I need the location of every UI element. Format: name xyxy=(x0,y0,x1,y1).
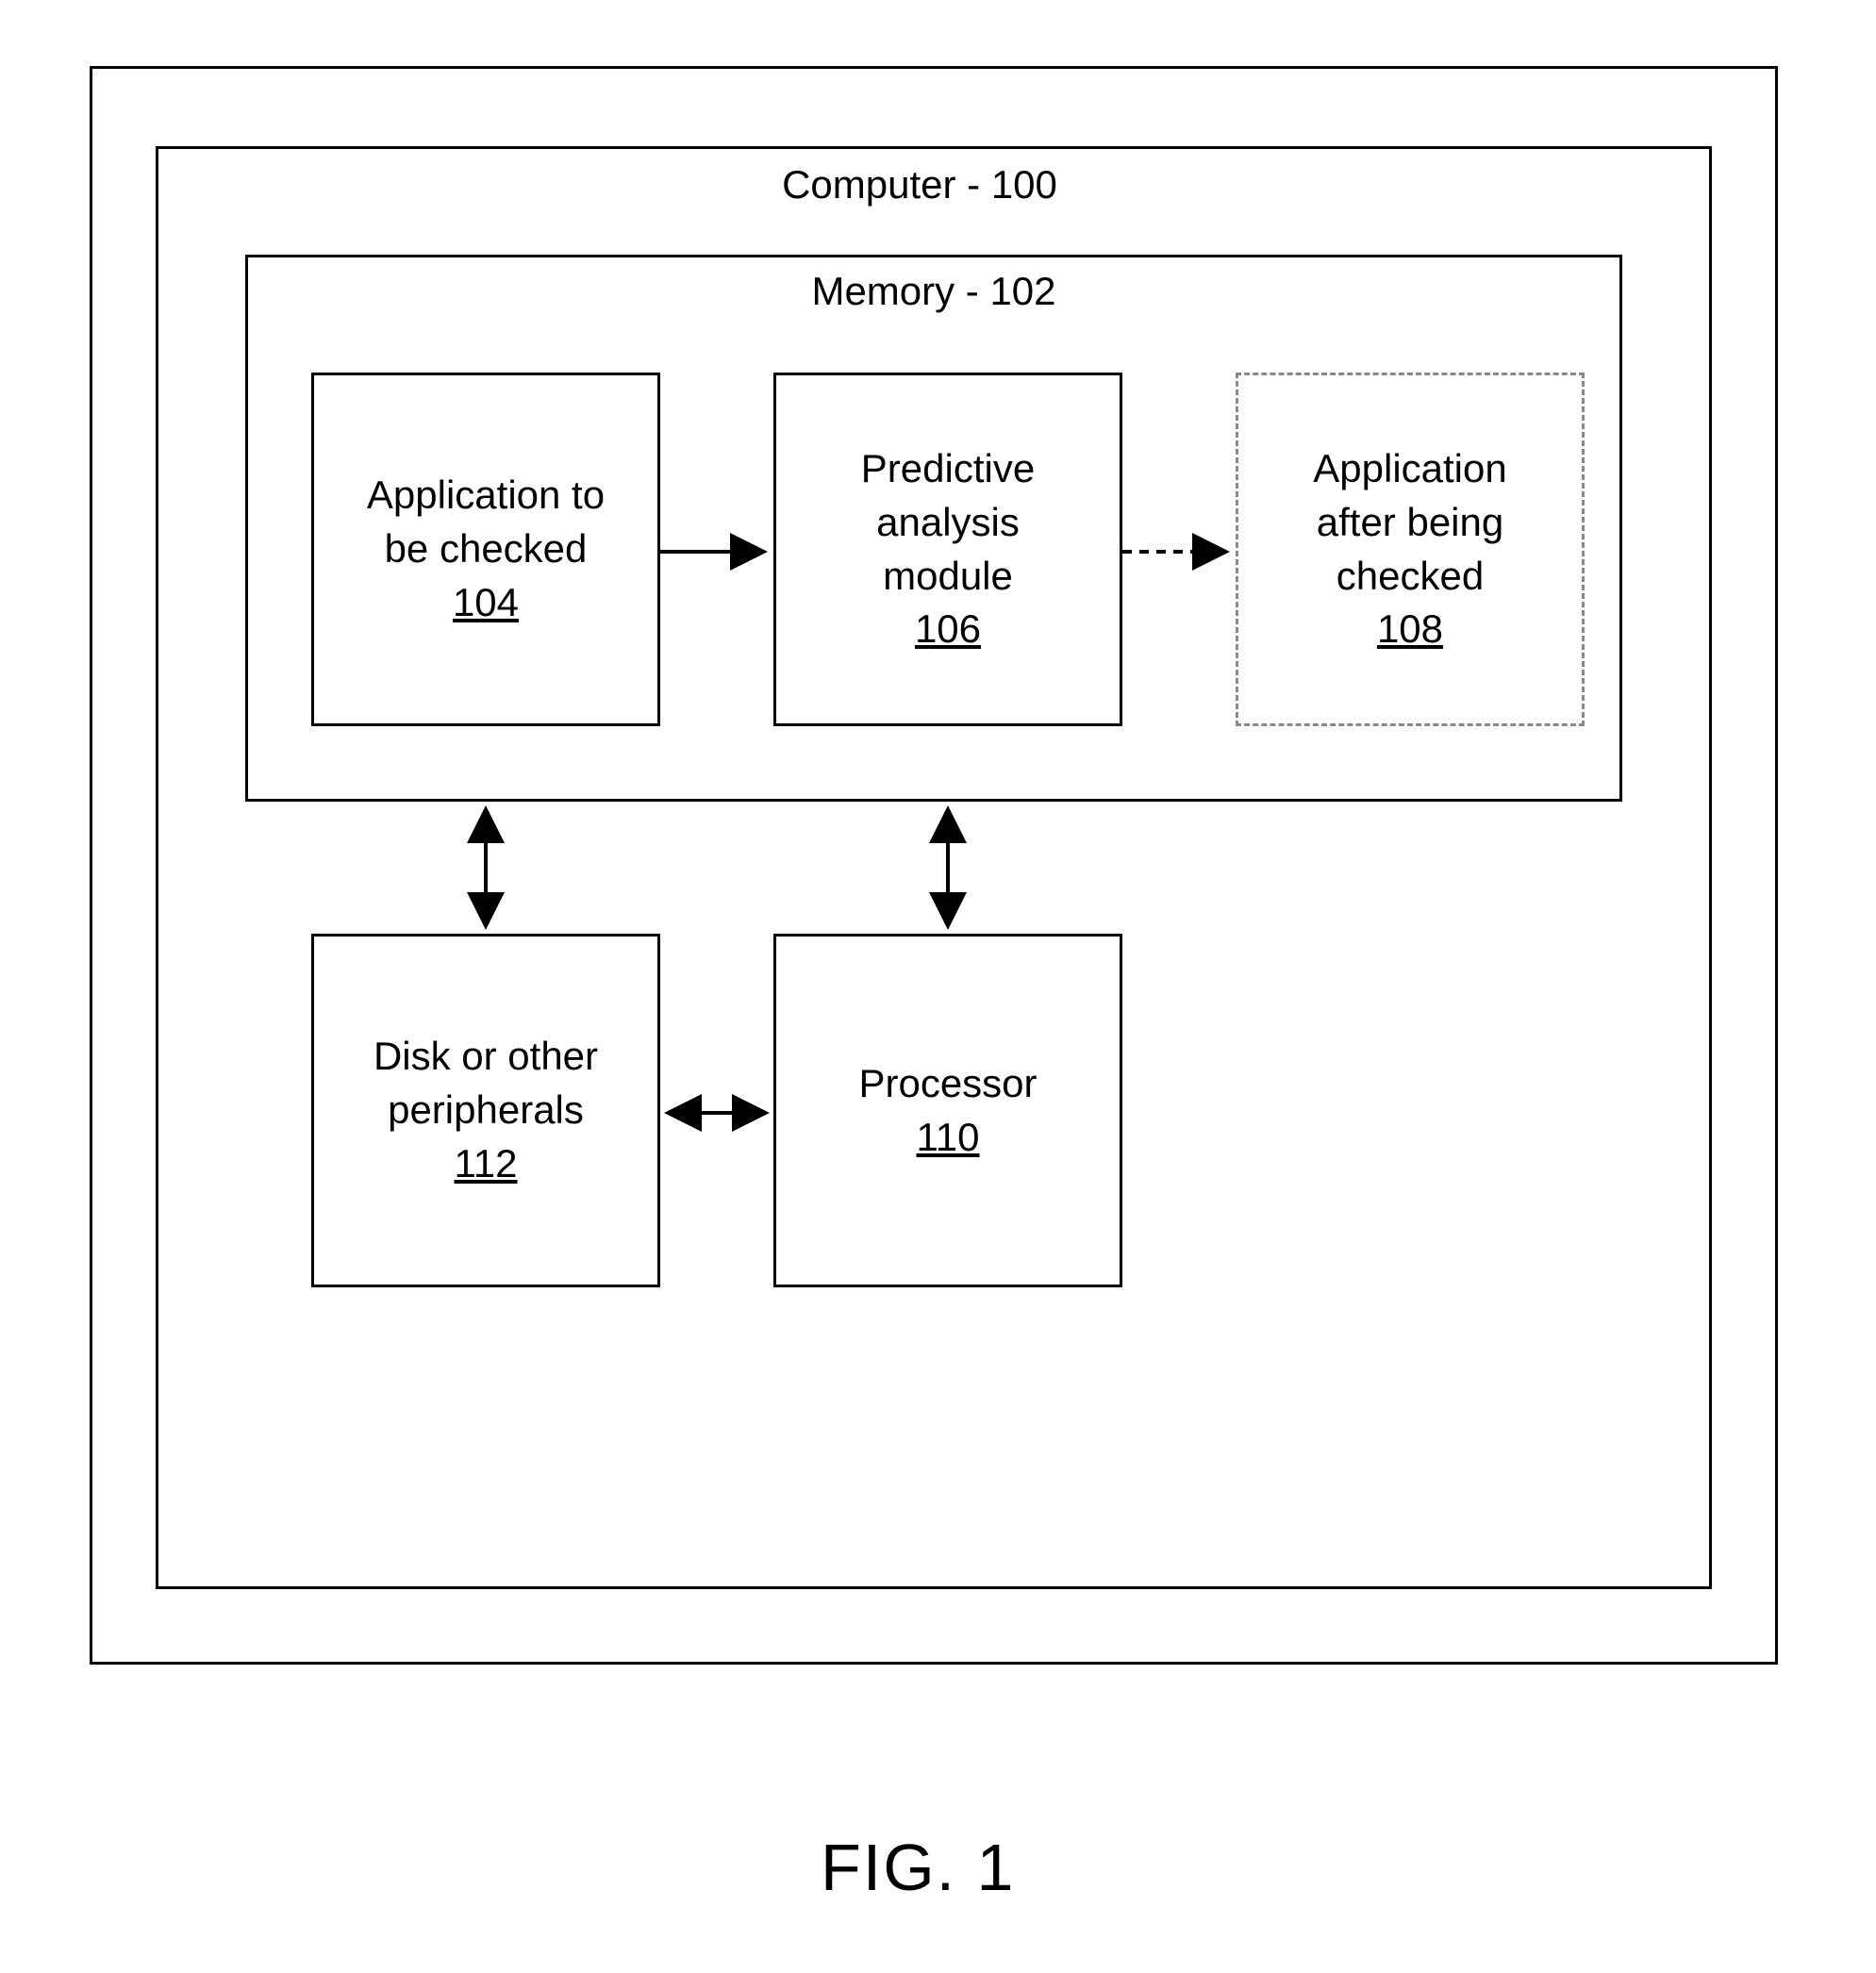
app-after-box: Application after being checked 108 xyxy=(1236,373,1585,726)
processor-box: Processor 110 xyxy=(773,934,1122,1287)
disk-num: 112 xyxy=(455,1137,518,1191)
app-to-check-line1: Application to xyxy=(367,469,605,522)
memory-label: Memory - 102 xyxy=(792,269,1075,314)
predictive-num: 106 xyxy=(915,603,981,656)
arrow-memory-processor xyxy=(929,802,967,934)
processor-num: 110 xyxy=(917,1111,980,1165)
processor-line1: Processor xyxy=(858,1057,1037,1111)
app-to-check-num: 104 xyxy=(453,576,519,630)
arrow-disk-processor xyxy=(660,1094,773,1132)
app-after-num: 108 xyxy=(1377,603,1443,656)
disk-line1: Disk or other xyxy=(374,1030,598,1084)
arrow-predictive-to-appafter xyxy=(1122,533,1236,571)
predictive-line1: Predictive xyxy=(861,442,1035,496)
figure-label: FIG. 1 xyxy=(821,1830,1015,1905)
computer-label: Computer - 100 xyxy=(717,162,1122,207)
predictive-box: Predictive analysis module 106 xyxy=(773,373,1122,726)
arrow-app-to-predictive xyxy=(660,533,773,571)
app-after-line2: after being xyxy=(1317,496,1503,550)
disk-line2: peripherals xyxy=(388,1084,584,1137)
app-to-check-box: Application to be checked 104 xyxy=(311,373,660,726)
app-to-check-line2: be checked xyxy=(385,522,588,576)
predictive-line2: analysis xyxy=(876,496,1020,550)
app-after-line3: checked xyxy=(1336,550,1484,604)
disk-box: Disk or other peripherals 112 xyxy=(311,934,660,1287)
arrow-memory-disk xyxy=(467,802,505,934)
app-after-line1: Application xyxy=(1313,442,1506,496)
predictive-line3: module xyxy=(883,550,1013,604)
